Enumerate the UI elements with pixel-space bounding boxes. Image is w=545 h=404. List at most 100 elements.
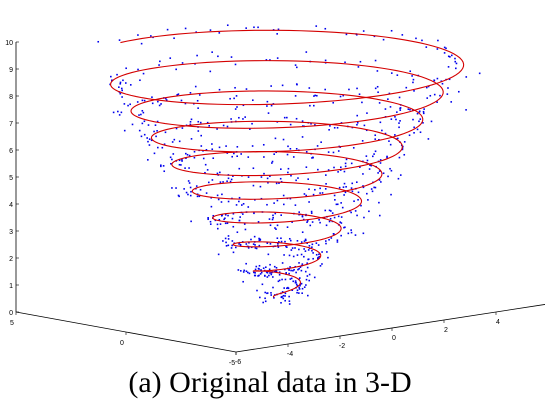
data-point	[307, 178, 309, 180]
data-point	[264, 275, 266, 277]
data-point	[318, 253, 320, 256]
data-point	[437, 39, 439, 42]
data-point	[433, 79, 436, 82]
data-point	[316, 145, 319, 147]
data-point	[262, 301, 264, 304]
data-point	[129, 103, 131, 106]
data-point	[189, 92, 192, 94]
data-point	[284, 295, 286, 297]
data-point	[280, 240, 283, 243]
x-tick-label: -6	[235, 359, 241, 366]
data-point	[427, 85, 430, 88]
data-point	[329, 125, 331, 127]
data-point	[301, 231, 304, 234]
data-point	[390, 29, 393, 32]
data-point	[295, 271, 297, 274]
data-point	[336, 239, 339, 242]
data-point	[340, 222, 343, 224]
data-point	[357, 66, 360, 68]
data-point	[321, 251, 323, 253]
data-point	[158, 64, 160, 66]
data-point	[343, 182, 346, 185]
helix-line	[109, 29, 465, 298]
data-point	[218, 88, 221, 91]
data-point	[292, 255, 295, 258]
data-point	[284, 278, 287, 281]
data-point	[287, 145, 289, 148]
data-point	[354, 234, 357, 236]
data-point	[193, 150, 196, 153]
data-point	[200, 145, 203, 147]
data-point	[254, 244, 256, 246]
data-point	[235, 246, 237, 249]
data-point	[256, 289, 258, 292]
data-point	[169, 57, 172, 59]
data-point	[181, 160, 183, 162]
data-point	[280, 168, 282, 170]
data-point	[288, 268, 290, 270]
data-point	[164, 97, 167, 100]
data-point	[305, 239, 307, 242]
data-point	[260, 271, 263, 274]
data-point	[327, 151, 330, 153]
data-point	[225, 145, 227, 147]
data-point	[292, 156, 295, 158]
data-point	[142, 72, 145, 75]
data-point	[277, 280, 280, 283]
data-point	[298, 277, 301, 279]
data-point	[266, 105, 268, 107]
data-point	[264, 291, 267, 294]
data-point	[401, 148, 404, 151]
data-point	[234, 108, 237, 110]
data-point	[222, 124, 225, 127]
data-point	[465, 76, 468, 78]
data-point	[190, 138, 193, 140]
data-point	[296, 254, 299, 256]
data-point	[319, 221, 321, 224]
data-point	[225, 241, 227, 244]
data-point	[366, 192, 368, 195]
data-point	[294, 95, 297, 97]
data-point	[329, 217, 332, 220]
data-point	[310, 122, 312, 125]
data-point	[308, 245, 311, 247]
data-point	[270, 273, 273, 276]
data-point	[311, 157, 313, 159]
data-point	[300, 282, 303, 285]
data-point	[374, 138, 377, 140]
data-point	[97, 40, 100, 43]
data-point	[343, 226, 345, 229]
data-point	[188, 182, 191, 184]
data-point	[245, 243, 248, 245]
data-point	[140, 135, 143, 138]
data-point	[273, 270, 276, 273]
data-point	[269, 59, 271, 61]
data-point	[380, 181, 382, 183]
data-point	[248, 241, 250, 244]
data-point	[296, 284, 299, 287]
data-point	[302, 218, 305, 221]
data-point	[418, 120, 420, 123]
data-point	[413, 126, 415, 129]
data-point	[447, 55, 450, 58]
data-point	[394, 116, 396, 118]
data-point	[154, 124, 157, 126]
data-point	[288, 237, 291, 240]
data-point	[280, 237, 282, 240]
data-point	[184, 27, 187, 30]
data-point	[165, 99, 168, 101]
data-point	[254, 274, 257, 277]
data-point	[271, 218, 274, 221]
data-point	[242, 271, 245, 273]
data-point	[305, 151, 308, 153]
data-point	[399, 107, 401, 110]
data-point	[211, 148, 214, 151]
data-point	[422, 110, 425, 113]
data-point	[227, 177, 230, 180]
data-point	[140, 42, 143, 45]
data-point	[275, 228, 277, 230]
data-point	[296, 291, 298, 294]
data-point	[118, 86, 120, 88]
data-point	[343, 170, 346, 173]
